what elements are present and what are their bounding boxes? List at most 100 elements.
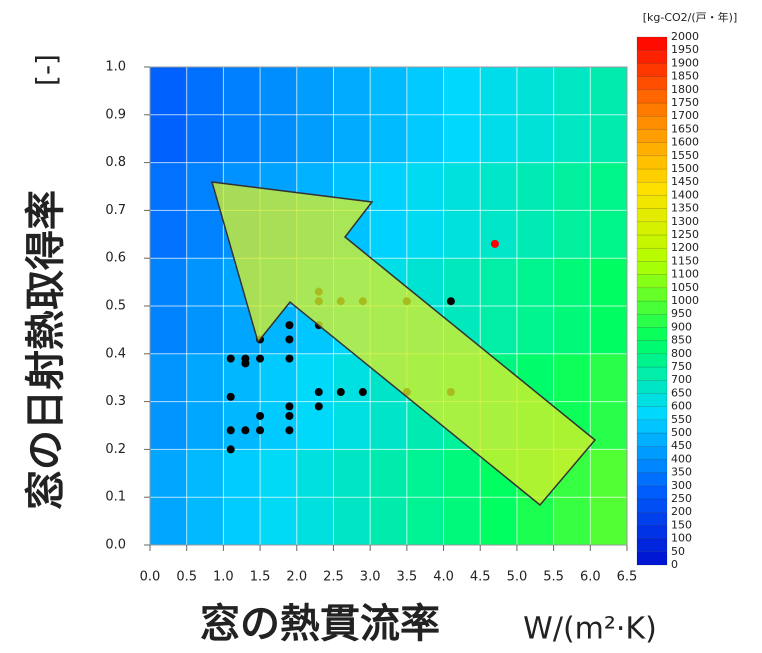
x-unit: W/(m²·K): [523, 612, 657, 647]
overlay: 0501001502002503003504004505005506006507…: [637, 30, 699, 571]
colorbar-band: [637, 499, 667, 512]
colorbar-label: 1900: [671, 56, 699, 69]
x-tick-label: 4.0: [433, 570, 454, 585]
colorbar-band: [637, 473, 667, 486]
y-tick-label: 0.4: [105, 346, 126, 361]
colorbar-band: [637, 301, 667, 314]
data-point: [256, 412, 264, 420]
x-tick-label: 4.5: [470, 570, 491, 585]
x-tick-label: 6.0: [580, 570, 601, 585]
data-point: [285, 335, 293, 343]
colorbar-band: [637, 420, 667, 433]
colorbar-label: 400: [671, 452, 692, 465]
colorbar-band: [637, 209, 667, 222]
colorbar-band: [637, 195, 667, 208]
colorbar-band: [637, 90, 667, 103]
data-point: [241, 359, 249, 367]
colorbar-band: [637, 407, 667, 420]
colorbar-label: 1950: [671, 43, 699, 56]
colorbar-band: [637, 261, 667, 274]
colorbar-band: [637, 37, 667, 50]
colorbar-band: [637, 512, 667, 525]
colorbar-label: 1500: [671, 162, 699, 175]
x-tick-label: 3.5: [397, 570, 418, 585]
colorbar-label: 1300: [671, 215, 699, 228]
colorbar-band: [637, 525, 667, 538]
y-tick-label: 0.1: [105, 490, 126, 505]
y-tick-label: 0.0: [105, 538, 126, 553]
colorbar-label: 500: [671, 426, 692, 439]
colorbar-label: 200: [671, 505, 692, 518]
data-point: [337, 388, 345, 396]
colorbar-label: 300: [671, 479, 692, 492]
colorbar-band: [637, 459, 667, 472]
x-tick-label: 2.0: [286, 570, 307, 585]
data-point: [285, 402, 293, 410]
colorbar-band: [637, 103, 667, 116]
colorbar-label: 1350: [671, 202, 699, 215]
y-tick-label: 0.3: [105, 394, 126, 409]
data-point: [256, 355, 264, 363]
x-tick-label: 5.0: [507, 570, 528, 585]
colorbar-band: [637, 380, 667, 393]
colorbar-label: 650: [671, 386, 692, 399]
colorbar-band: [637, 156, 667, 169]
colorbar-label: 100: [671, 532, 692, 545]
data-point: [285, 412, 293, 420]
colorbar-label: 900: [671, 320, 692, 333]
colorbar-label: 750: [671, 360, 692, 373]
colorbar-band: [637, 552, 667, 565]
x-tick-label: 0.0: [140, 570, 161, 585]
colorbar-band: [637, 367, 667, 380]
colorbar-band: [637, 182, 667, 195]
colorbar-title: [kg-CO2/(戸・年)]: [643, 10, 738, 24]
data-point: [315, 388, 323, 396]
colorbar-label: 1700: [671, 109, 699, 122]
colorbar-band: [637, 354, 667, 367]
data-point: [285, 321, 293, 329]
colorbar-label: 800: [671, 347, 692, 360]
colorbar-band: [637, 116, 667, 129]
colorbar-label: 1050: [671, 281, 699, 294]
y-label: 窓の日射熱取得率: [23, 190, 69, 510]
colorbar-label: 1200: [671, 241, 699, 254]
colorbar-label: 850: [671, 334, 692, 347]
colorbar-band: [637, 275, 667, 288]
x-tick-label: 2.5: [323, 570, 344, 585]
x-tick-label: 5.5: [543, 570, 564, 585]
x-tick-label: 3.0: [360, 570, 381, 585]
data-point: [227, 426, 235, 434]
chart: [kg-CO2/(戸・年)] [-] 窓の日射熱取得率 窓の熱貫流率 W/(m²…: [0, 0, 762, 653]
y-tick-label: 1.0: [105, 60, 126, 75]
colorbar-label: 2000: [671, 30, 699, 43]
colorbar-label: 550: [671, 413, 692, 426]
colorbar-label: 150: [671, 518, 692, 531]
colorbar-label: 350: [671, 466, 692, 479]
data-point: [227, 393, 235, 401]
colorbar-label: 700: [671, 373, 692, 386]
colorbar-label: 1850: [671, 70, 699, 83]
colorbar-label: 1100: [671, 268, 699, 281]
data-point: [359, 388, 367, 396]
data-point: [447, 297, 455, 305]
colorbar-band: [637, 63, 667, 76]
colorbar-band: [637, 235, 667, 248]
x-tick-label: 1.5: [250, 570, 271, 585]
y-tick-label: 0.5: [105, 299, 126, 314]
colorbar-label: 1150: [671, 254, 699, 267]
colorbar-label: 1650: [671, 122, 699, 135]
y-tick-label: 0.8: [105, 155, 126, 170]
colorbar-label: 0: [671, 558, 678, 571]
colorbar-band: [637, 248, 667, 261]
y-tick-label: 0.6: [105, 251, 126, 266]
colorbar-band: [637, 393, 667, 406]
colorbar-band: [637, 486, 667, 499]
colorbar-label: 450: [671, 439, 692, 452]
colorbar-label: 1550: [671, 149, 699, 162]
y-tick-label: 0.2: [105, 442, 126, 457]
colorbar-label: 950: [671, 307, 692, 320]
colorbar-label: 1750: [671, 96, 699, 109]
colorbar-label: 1600: [671, 136, 699, 149]
x-label: 窓の熱貫流率: [200, 601, 440, 647]
colorbar-band: [637, 143, 667, 156]
